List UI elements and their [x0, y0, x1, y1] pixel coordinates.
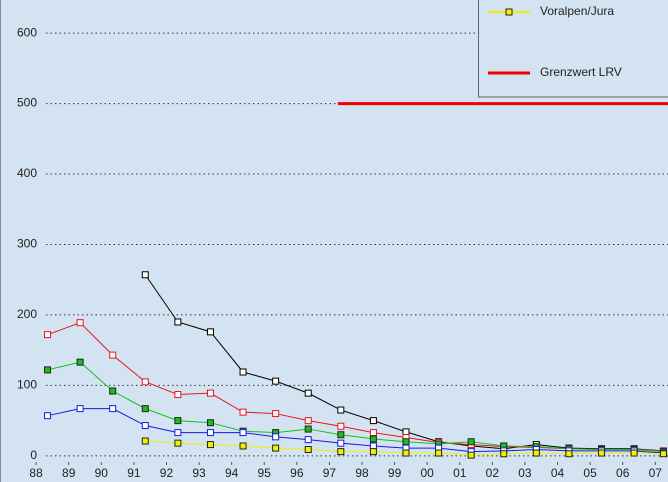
point [239, 408, 247, 416]
x-tick-label: 88 [29, 466, 43, 480]
x-tick-label: 04 [551, 466, 565, 480]
legend: Voralpen/Jura Grenzwert LRV [478, 0, 668, 98]
x-tick-label: 03 [518, 466, 532, 480]
point [369, 448, 377, 456]
point [76, 358, 84, 366]
point [337, 431, 345, 439]
point [369, 417, 377, 425]
legend-label: Voralpen/Jura [540, 4, 614, 18]
point [532, 449, 540, 457]
point [402, 449, 410, 457]
y-tick-label: 600 [17, 25, 37, 39]
point [304, 446, 312, 453]
point [435, 449, 443, 457]
point [174, 318, 182, 326]
point [337, 406, 345, 414]
x-tick-label: 98 [355, 466, 369, 480]
x-tick-label: 00 [420, 466, 434, 480]
x-tick-label: 06 [616, 466, 630, 480]
y-tick-label: 0 [30, 448, 37, 462]
point [369, 442, 377, 450]
point [304, 436, 312, 444]
x-tick-label: 92 [160, 466, 174, 480]
x-tick-label: 90 [95, 466, 109, 480]
point [304, 425, 312, 433]
point [76, 405, 84, 413]
x-tick-label: 01 [453, 466, 467, 480]
point [44, 366, 52, 374]
y-tick-label: 100 [17, 378, 37, 392]
point [174, 429, 182, 437]
point [239, 442, 247, 450]
y-tick-label: 300 [17, 237, 37, 251]
point [174, 417, 182, 425]
point [44, 412, 52, 420]
x-tick-label: 99 [388, 466, 402, 480]
point [174, 439, 182, 447]
x-tick-label: 96 [290, 466, 304, 480]
series-line [47, 361, 664, 453]
point [304, 417, 312, 425]
point [141, 271, 149, 279]
x-tick-label: 97 [323, 466, 337, 480]
point [500, 450, 508, 458]
point [402, 438, 410, 446]
x-tick-label: 94 [225, 466, 239, 480]
point [239, 368, 247, 376]
point [239, 429, 247, 437]
point [337, 439, 345, 447]
x-tick-label: 05 [583, 466, 597, 480]
legend-marker [505, 8, 513, 16]
x-tick-label: 95 [258, 466, 272, 480]
point [44, 331, 52, 339]
point [141, 422, 149, 430]
y-tick-label: 500 [17, 96, 37, 110]
point [141, 437, 149, 445]
point [206, 419, 214, 427]
point [337, 422, 345, 430]
x-tick-label: 02 [486, 466, 500, 480]
series-line [47, 408, 664, 454]
point [467, 451, 475, 459]
point [402, 428, 410, 436]
point [467, 438, 475, 446]
point [76, 319, 84, 327]
point [206, 389, 214, 397]
point [174, 391, 182, 399]
x-tick-label: 89 [62, 466, 76, 480]
x-tick-label: 91 [127, 466, 141, 480]
point [565, 450, 573, 458]
legend-label: Grenzwert LRV [540, 65, 622, 79]
legend-box [478, 0, 668, 98]
point [337, 448, 345, 456]
point [369, 429, 377, 437]
point [598, 449, 606, 457]
point [369, 435, 377, 443]
point [272, 377, 280, 385]
point [206, 328, 214, 336]
point [304, 389, 312, 397]
point [630, 449, 638, 457]
point [109, 387, 117, 395]
point [272, 410, 280, 418]
y-tick-label: 200 [17, 307, 37, 321]
y-tick-label: 400 [17, 166, 37, 180]
point [141, 378, 149, 386]
x-tick-label: 93 [192, 466, 206, 480]
point [659, 450, 667, 458]
point [272, 433, 280, 441]
point [272, 444, 280, 452]
point [109, 351, 117, 359]
x-tick-label: 07 [649, 466, 663, 480]
point [206, 441, 214, 449]
series-layer [44, 102, 668, 459]
point [141, 405, 149, 413]
point [109, 405, 117, 413]
point [206, 429, 214, 437]
